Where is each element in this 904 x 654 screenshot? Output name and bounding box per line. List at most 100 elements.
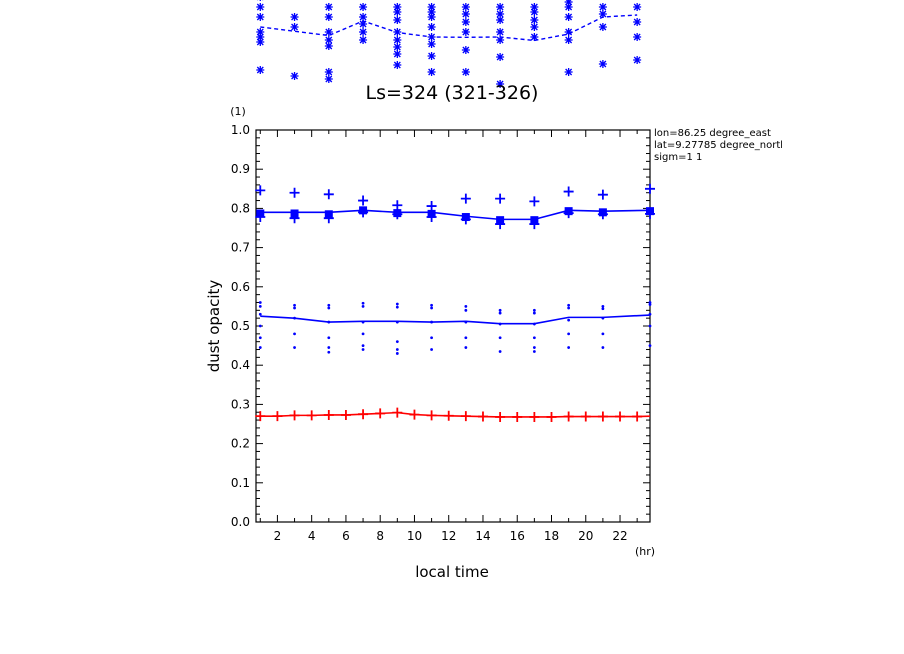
red-plus-marker (340, 409, 351, 420)
x-tick-label: 16 (510, 529, 525, 543)
top-star-marker (359, 28, 368, 36)
top-star-marker (564, 68, 573, 76)
y-tick-labels: 0.0 0.1 0.2 0.3 0.4 0.5 0.6 0.7 0.8 0.9 1.0 (231, 123, 250, 529)
dot-marker (648, 324, 652, 328)
dot-marker (532, 308, 536, 312)
square-marker (290, 209, 299, 218)
plus-marker (460, 193, 471, 204)
dot-marker (327, 336, 331, 340)
top-star-marker (461, 68, 470, 76)
x-tick-label: 6 (342, 529, 350, 543)
plus-marker (495, 193, 506, 204)
top-star-marker (633, 3, 642, 11)
top-star-marker (530, 16, 539, 24)
dot-marker (327, 306, 331, 310)
dot-marker (258, 346, 262, 349)
dot-marker (361, 332, 365, 336)
top-star-marker (461, 3, 470, 11)
top-star-marker (598, 10, 607, 18)
dot-marker (430, 303, 433, 307)
plus-marker (289, 187, 300, 198)
red-plus-marker (632, 411, 643, 422)
square-marker (324, 210, 333, 219)
plus-marker (529, 196, 540, 207)
top-star-marker (256, 33, 265, 41)
square-marker (598, 208, 607, 217)
top-star-marker (530, 8, 539, 16)
red-plus-marker (323, 409, 334, 420)
top-star-marker (324, 28, 333, 36)
top-star-marker (256, 66, 265, 74)
square-marker (564, 207, 573, 216)
y-tick-label: 0.6 (231, 280, 250, 294)
red-plus-marker (426, 410, 437, 421)
plus-marker (563, 186, 574, 197)
top-star-marker (598, 23, 607, 31)
top-star-marker (393, 28, 402, 36)
dot-marker (361, 348, 365, 351)
square-marker (461, 213, 470, 222)
top-star-marker (530, 33, 539, 41)
series-layer (255, 183, 655, 422)
top-star-marker (496, 16, 505, 24)
dot-marker (532, 350, 536, 353)
top-star-marker (324, 36, 333, 44)
x-tick-label: 4 (308, 529, 316, 543)
top-star-marker (530, 3, 539, 11)
dot-marker (293, 303, 296, 307)
y-tick-label: 0.8 (231, 201, 250, 215)
x-tick-labels: 2 4 6 8 10 12 14 16 18 20 22 (274, 529, 628, 543)
info-box: lon=86.25 degree_east lat=9.27785 degree… (654, 128, 782, 164)
y-tick-label: 0.2 (231, 437, 250, 451)
top-star-marker (564, 13, 573, 21)
top-star-marker (324, 13, 333, 21)
top-star-marker (427, 33, 436, 41)
red-plus-marker (306, 410, 317, 421)
dot-marker (601, 332, 605, 336)
red-plus-marker (495, 411, 506, 422)
top-star-marker (496, 3, 505, 11)
dot-marker (532, 346, 536, 349)
y-tick-label: 0.7 (231, 241, 250, 255)
x-tick-label: 20 (578, 529, 593, 543)
red-plus-marker (289, 410, 300, 421)
plus-marker (255, 185, 266, 196)
top-star-marker (393, 16, 402, 24)
dot-marker (258, 324, 262, 328)
dot-marker (258, 305, 262, 308)
dot-marker (601, 346, 605, 349)
top-star-marker (427, 52, 436, 60)
plus-marker (392, 200, 403, 211)
top-star-marker (427, 40, 436, 48)
top-star-marker (461, 46, 470, 54)
y-tick-label: 0.9 (231, 162, 250, 176)
dot-marker (258, 336, 262, 340)
red-plus-marker (512, 411, 523, 422)
red-plus-marker (255, 411, 266, 422)
top-star-marker (496, 28, 505, 36)
red-plus-marker (563, 411, 574, 422)
dot-marker (464, 336, 468, 340)
dot-marker (498, 311, 502, 315)
square-marker (530, 216, 539, 225)
chart-title: Ls=324 (321-326) (366, 82, 539, 104)
red-plus-marker (375, 408, 386, 419)
x-tick-label: 8 (376, 529, 384, 543)
dot-marker (464, 320, 468, 324)
dot-marker (430, 348, 433, 351)
plus-marker (358, 195, 369, 206)
y-tick-label: 0.4 (231, 358, 250, 372)
plus-marker (426, 201, 437, 212)
red-plus-marker (477, 411, 488, 422)
top-star-marker (256, 38, 265, 46)
y-tick-label: 0.0 (231, 515, 250, 529)
dot-marker (498, 322, 502, 326)
y-tick-label: 0.1 (231, 476, 250, 490)
top-star-marker (633, 56, 642, 64)
dot-marker (532, 322, 536, 326)
top-star-marker (633, 33, 642, 41)
dot-marker (395, 340, 399, 344)
top-star-marker (359, 36, 368, 44)
dot-marker (464, 305, 468, 308)
dot-marker (532, 311, 536, 315)
